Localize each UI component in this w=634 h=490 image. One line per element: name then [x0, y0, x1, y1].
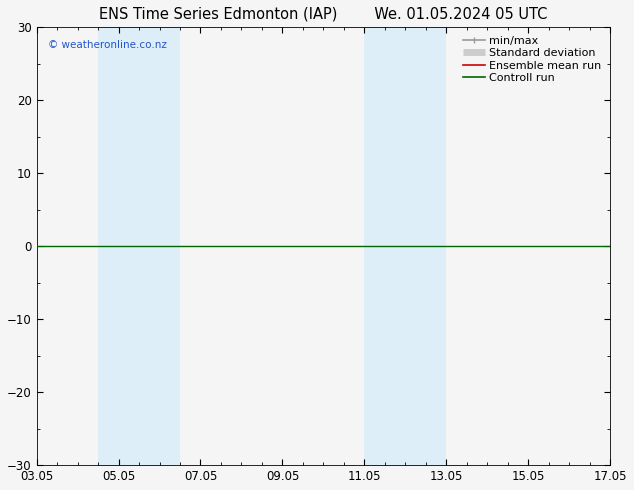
Legend: min/max, Standard deviation, Ensemble mean run, Controll run: min/max, Standard deviation, Ensemble me…	[459, 33, 605, 86]
Bar	[365, 27, 446, 465]
Text: © weatheronline.co.nz: © weatheronline.co.nz	[48, 40, 167, 50]
Title: ENS Time Series Edmonton (IAP)        We. 01.05.2024 05 UTC: ENS Time Series Edmonton (IAP) We. 01.05…	[100, 7, 548, 22]
Bar	[98, 27, 180, 465]
